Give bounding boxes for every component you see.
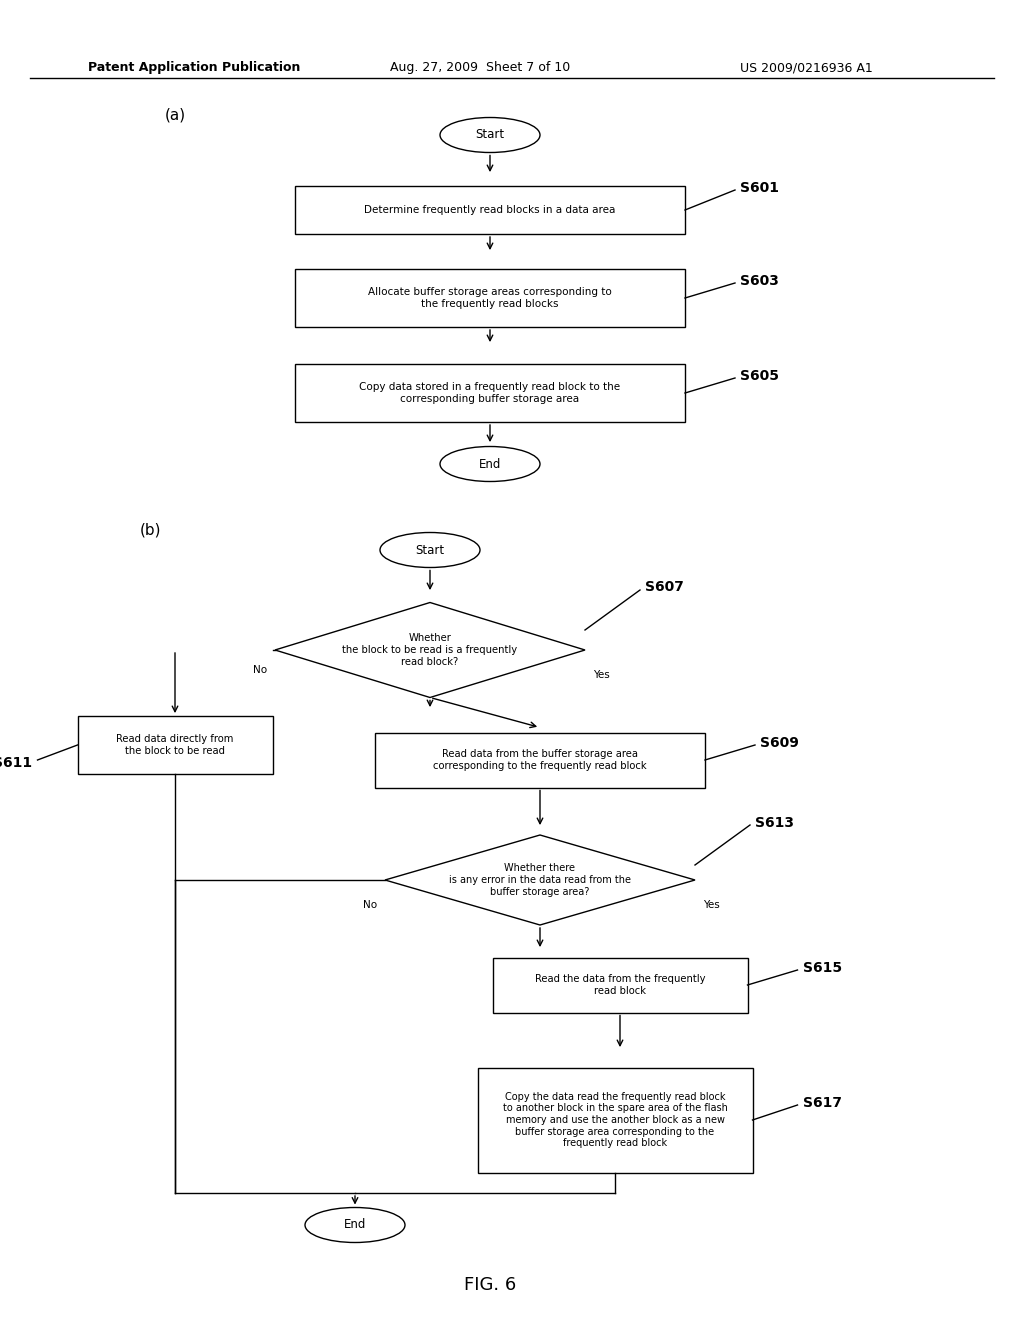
Text: Whether
the block to be read is a frequently
read block?: Whether the block to be read is a freque… xyxy=(342,634,517,667)
Text: Yes: Yes xyxy=(593,671,609,680)
Text: End: End xyxy=(344,1218,367,1232)
Text: FIG. 6: FIG. 6 xyxy=(464,1276,516,1294)
Text: S607: S607 xyxy=(645,579,684,594)
Text: S617: S617 xyxy=(803,1096,842,1110)
Text: End: End xyxy=(479,458,501,470)
Text: Copy data stored in a frequently read block to the
corresponding buffer storage : Copy data stored in a frequently read bl… xyxy=(359,383,621,404)
Text: (a): (a) xyxy=(165,107,186,123)
Text: US 2009/0216936 A1: US 2009/0216936 A1 xyxy=(740,62,872,74)
Text: S603: S603 xyxy=(740,275,779,288)
Text: Allocate buffer storage areas corresponding to
the frequently read blocks: Allocate buffer storage areas correspond… xyxy=(368,288,612,309)
Text: S615: S615 xyxy=(803,961,842,975)
Text: No: No xyxy=(362,900,377,909)
Text: Start: Start xyxy=(416,544,444,557)
Text: Aug. 27, 2009  Sheet 7 of 10: Aug. 27, 2009 Sheet 7 of 10 xyxy=(390,62,570,74)
Text: S601: S601 xyxy=(740,181,779,195)
Text: S605: S605 xyxy=(740,370,779,383)
Text: Copy the data read the frequently read block
to another block in the spare area : Copy the data read the frequently read b… xyxy=(503,1092,727,1148)
Text: No: No xyxy=(253,665,267,675)
Text: S609: S609 xyxy=(760,737,799,750)
Text: Patent Application Publication: Patent Application Publication xyxy=(88,62,300,74)
Text: S613: S613 xyxy=(755,816,794,830)
Text: S611: S611 xyxy=(0,756,33,770)
Text: Determine frequently read blocks in a data area: Determine frequently read blocks in a da… xyxy=(365,205,615,215)
Text: Read data directly from
the block to be read: Read data directly from the block to be … xyxy=(117,734,233,756)
Text: Read data from the buffer storage area
corresponding to the frequently read bloc: Read data from the buffer storage area c… xyxy=(433,750,647,771)
Text: (b): (b) xyxy=(140,523,162,537)
Text: Read the data from the frequently
read block: Read the data from the frequently read b… xyxy=(535,974,706,995)
Text: Whether there
is any error in the data read from the
buffer storage area?: Whether there is any error in the data r… xyxy=(449,863,631,896)
Text: Yes: Yes xyxy=(703,900,720,909)
Text: Start: Start xyxy=(475,128,505,141)
